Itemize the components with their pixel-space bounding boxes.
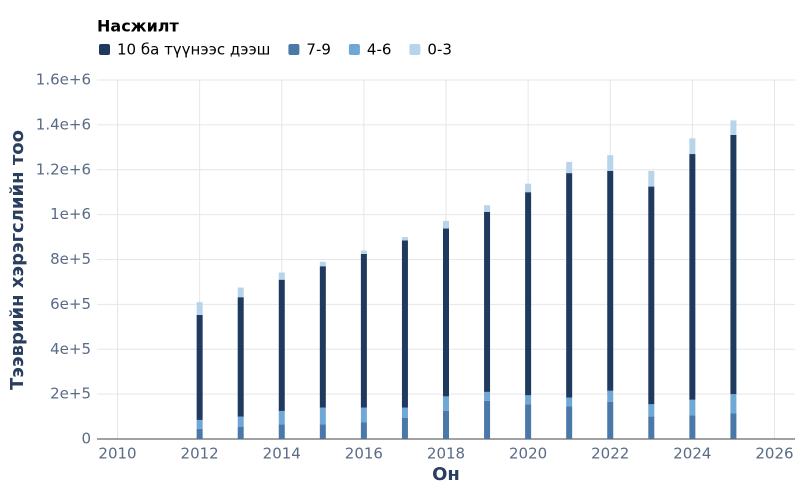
bar-segment [443,410,449,439]
bar-segment [319,407,326,425]
bar-segment [566,397,573,407]
bar-segment [648,416,655,439]
bar-segment [196,428,203,439]
bar-segment [278,272,285,280]
bar-segment [443,220,449,229]
bar-segment [360,422,367,439]
legend-label: 4-6 [367,41,392,59]
bar-segment [237,297,244,417]
bar-segment [401,237,408,241]
y-tick-label: 1.2e+6 [36,160,91,178]
x-tick-label: 2020 [509,445,547,463]
bar-segment [607,390,614,402]
bar-segment [730,394,737,414]
bar-segment [401,417,408,439]
y-tick-label: 1.6e+6 [36,71,91,89]
bar-segment [525,404,532,439]
bar-segment [607,170,614,391]
bar-segment [443,396,449,411]
x-tick-label: 2010 [98,445,136,463]
bar-segment [607,155,614,171]
bar-segment [401,407,408,418]
bar-segment [196,314,203,420]
legend-label: 0-3 [427,41,452,59]
y-tick-label: 8e+5 [50,250,91,268]
bar-segment [360,253,367,408]
legend-title: Насжилт [97,17,180,36]
bar-segment [648,186,655,405]
bar-segment [278,410,285,425]
legend-swatch [99,44,110,55]
x-tick-label: 2012 [181,445,219,463]
bar-segment [484,211,491,392]
x-tick-label: 2014 [263,445,301,463]
x-tick-label: 2018 [427,445,465,463]
y-axis-label: Тээврийн хэрэгслийн тоо [7,130,28,390]
bar-segment [648,170,655,187]
bar-segment [730,413,737,439]
bar-segment [689,399,696,416]
y-tick-label: 1e+6 [50,205,91,223]
bar-segment [196,419,203,429]
bar-segment [689,138,696,155]
x-axis-label: Он [432,464,460,485]
y-tick-label: 0 [81,430,91,448]
bar-segment [360,250,367,254]
bar-segment [607,401,614,439]
legend-label: 7-9 [306,41,331,59]
y-tick-label: 2e+5 [50,385,91,403]
bar-segment [566,406,573,439]
x-tick-label: 2022 [591,445,629,463]
bar-segment [730,134,737,395]
bar-segment [319,266,326,408]
bar-segment [360,407,367,423]
bar-segment [689,415,696,439]
bar-segment [689,154,696,400]
bar-segment [196,302,203,315]
bar-segment [484,391,491,401]
bar-segment [525,183,532,193]
bar-segment [237,426,244,439]
bar-segment [484,205,491,212]
bar-segment [237,416,244,427]
y-tick-label: 4e+5 [50,340,91,358]
bar-segment [648,404,655,417]
y-tick-label: 1.4e+6 [36,115,91,133]
bar-segment [319,261,326,267]
bar-segment [319,424,326,439]
legend-swatch [348,44,360,55]
legend-swatch [288,44,300,55]
y-tick-label: 6e+5 [50,295,91,313]
x-tick-label: 2024 [673,445,711,463]
bar-segment [566,161,573,174]
bar-segment [401,240,408,408]
legend-label: 10 ба түүнээс дээш [117,41,270,59]
legend-swatch [409,44,421,55]
x-tick-label: 2016 [345,445,383,463]
bar-segment [278,279,285,411]
bar-segment [566,173,573,398]
bar-segment [237,287,244,298]
bar-segment [525,192,532,396]
bar-segment [443,228,449,397]
bar-segment [484,400,491,439]
x-tick-label: 2026 [755,445,793,463]
bar-segment [730,120,737,135]
bar-segment [278,424,285,439]
bar-segment [525,395,532,405]
